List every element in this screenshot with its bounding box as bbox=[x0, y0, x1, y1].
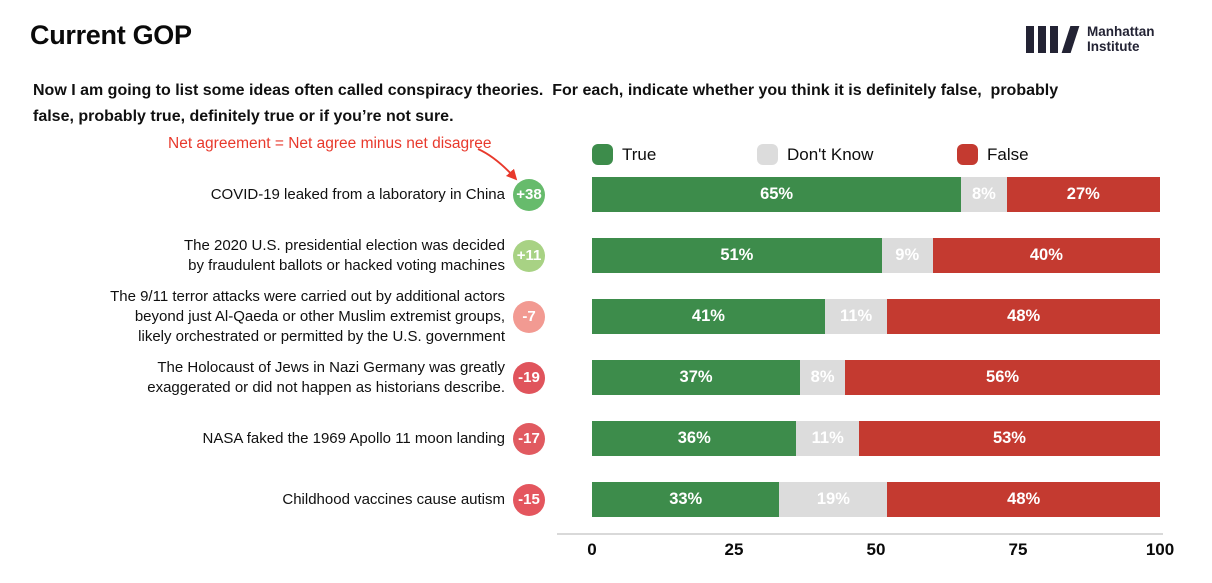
bar-segment-true: 33% bbox=[592, 482, 780, 517]
legend-item-true: True bbox=[592, 144, 656, 165]
net-badge: -17 bbox=[513, 422, 545, 455]
row-label: The Holocaust of Jews in Nazi Germany wa… bbox=[147, 358, 505, 396]
x-tick-75: 75 bbox=[1008, 540, 1028, 559]
legend-swatch-false bbox=[957, 144, 978, 165]
net-badge-wrap: +11 bbox=[505, 239, 592, 272]
stacked-bar-chart: COVID-19 leaked from a laboratory in Chi… bbox=[0, 164, 1212, 530]
chart-row-covid: COVID-19 leaked from a laboratory in Chi… bbox=[0, 164, 1212, 225]
logo-mark-icon bbox=[1026, 26, 1080, 53]
net-badge-wrap: -15 bbox=[505, 483, 592, 516]
x-tick-100: 100 bbox=[1145, 540, 1175, 559]
chart-row-vaccines: Childhood vaccines cause autism -15 33% … bbox=[0, 469, 1212, 530]
bar-segment-false: 27% bbox=[1006, 177, 1160, 212]
bar-segment-false: 56% bbox=[845, 360, 1160, 395]
legend-item-false: False bbox=[957, 144, 1029, 165]
page-title: Current GOP bbox=[30, 20, 192, 50]
bar-segment-false: 40% bbox=[932, 238, 1160, 273]
annotation-arrow-icon bbox=[477, 148, 518, 181]
legend-swatch-true bbox=[592, 144, 613, 165]
bar-segment-dont-know: 11% bbox=[824, 299, 888, 334]
bar-segment-true: 51% bbox=[592, 238, 882, 273]
net-badge: +38 bbox=[513, 178, 545, 211]
logo-bar bbox=[1026, 26, 1034, 53]
row-label: NASA faked the 1969 Apollo 11 moon landi… bbox=[202, 429, 505, 447]
bar-segment-dont-know: 11% bbox=[796, 421, 859, 456]
bar-segment-true: 41% bbox=[592, 299, 825, 334]
x-axis-line bbox=[557, 533, 1163, 535]
bar-segment-dont-know: 8% bbox=[961, 177, 1007, 212]
bar-segment-false: 48% bbox=[887, 299, 1160, 334]
net-badge: -19 bbox=[513, 361, 545, 394]
stacked-bar: 65% 8% 27% bbox=[592, 177, 1160, 212]
row-label: COVID-19 leaked from a laboratory in Chi… bbox=[210, 185, 505, 203]
logo-line1: Manhattan bbox=[1087, 24, 1155, 39]
stacked-bar: 41% 11% 48% bbox=[592, 299, 1160, 334]
bar-segment-true: 36% bbox=[592, 421, 797, 456]
net-badge: -15 bbox=[513, 483, 545, 516]
stacked-bar: 37% 8% 56% bbox=[592, 360, 1160, 395]
logo-line2: Institute bbox=[1087, 39, 1140, 54]
bar-segment-dont-know: 19% bbox=[779, 482, 888, 517]
chart-row-moon-landing: NASA faked the 1969 Apollo 11 moon landi… bbox=[0, 408, 1212, 469]
legend-label: False bbox=[987, 144, 1029, 164]
legend-swatch-dont-know bbox=[757, 144, 778, 165]
net-badge-wrap: -19 bbox=[505, 361, 592, 394]
stacked-bar: 51% 9% 40% bbox=[592, 238, 1160, 273]
survey-question-text: Now I am going to list some ideas often … bbox=[33, 82, 1059, 125]
x-tick-0: 0 bbox=[587, 540, 597, 559]
bar-segment-false: 53% bbox=[858, 421, 1160, 456]
legend-label: Don't Know bbox=[787, 144, 874, 164]
stacked-bar: 33% 19% 48% bbox=[592, 482, 1160, 517]
stacked-bar: 36% 11% 53% bbox=[592, 421, 1160, 456]
bar-segment-dont-know: 8% bbox=[800, 360, 846, 395]
net-badge-wrap: +38 bbox=[505, 178, 592, 211]
row-label: The 9/11 terror attacks were carried out… bbox=[110, 287, 505, 345]
net-badge-wrap: -17 bbox=[505, 422, 592, 455]
chart-row-911: The 9/11 terror attacks were carried out… bbox=[0, 286, 1212, 347]
row-label: The 2020 U.S. presidential election was … bbox=[183, 236, 505, 274]
chart-row-election: The 2020 U.S. presidential election was … bbox=[0, 225, 1212, 286]
legend-label: True bbox=[622, 144, 657, 164]
x-tick-25: 25 bbox=[724, 540, 744, 559]
x-tick-50: 50 bbox=[866, 540, 886, 559]
bar-segment-false: 48% bbox=[887, 482, 1160, 517]
manhattan-institute-logo: Manhattan Institute bbox=[1026, 24, 1155, 54]
net-agreement-annotation: Net agreement = Net agree minus net disa… bbox=[168, 135, 492, 152]
bar-segment-dont-know: 9% bbox=[881, 238, 933, 273]
net-badge: +11 bbox=[513, 239, 545, 272]
bar-segment-true: 37% bbox=[592, 360, 801, 395]
x-axis-labels: 0 25 50 75 100 bbox=[0, 540, 1212, 562]
logo-text: Manhattan Institute bbox=[1087, 24, 1155, 54]
net-badge: -7 bbox=[513, 300, 545, 333]
legend: True Don't Know False bbox=[0, 144, 1212, 166]
logo-slash bbox=[1061, 26, 1080, 53]
net-badge-wrap: -7 bbox=[505, 300, 592, 333]
row-label: Childhood vaccines cause autism bbox=[282, 490, 505, 508]
legend-item-dont-know: Don't Know bbox=[757, 144, 873, 165]
chart-row-holocaust: The Holocaust of Jews in Nazi Germany wa… bbox=[0, 347, 1212, 408]
bar-segment-true: 65% bbox=[592, 177, 962, 212]
logo-bar bbox=[1050, 26, 1058, 53]
logo-bar bbox=[1038, 26, 1046, 53]
